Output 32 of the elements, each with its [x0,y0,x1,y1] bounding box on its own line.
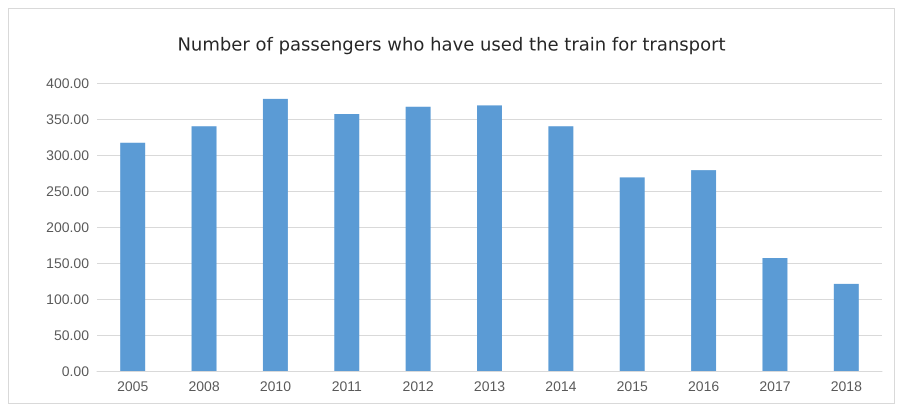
x-tick-label: 2016 [688,378,720,394]
y-tick-label: 50.00 [54,327,90,343]
bar [477,105,502,371]
bar [334,114,360,371]
x-tick-label: 2010 [260,378,292,394]
x-tick-label: 2015 [616,378,648,394]
y-tick-label: 200.00 [46,219,90,235]
x-tick-label: 2014 [545,378,577,394]
bar [548,126,574,371]
bar [120,142,146,371]
x-tick-label: 2005 [117,378,148,394]
x-tick-label: 2012 [402,378,434,394]
bar [762,258,788,371]
bar [834,284,859,371]
x-tick-label: 2018 [830,378,862,394]
x-tick-label: 2017 [759,378,791,394]
bar [691,170,716,371]
x-tick-label: 2008 [188,378,220,394]
y-tick-label: 250.00 [46,183,90,199]
y-tick-label: 400.00 [46,75,90,91]
bar [192,126,217,371]
x-tick-label: 2011 [332,378,362,394]
y-tick-label: 150.00 [46,255,90,271]
y-tick-label: 300.00 [46,147,90,163]
y-tick-label: 350.00 [46,111,90,127]
y-tick-label: 0.00 [62,363,90,379]
bar [620,177,645,371]
bar [262,98,288,371]
x-tick-label: 2013 [474,378,506,394]
y-tick-label: 100.00 [46,291,90,307]
bar [406,106,431,371]
chart-title: Number of passengers who have used the train for transport [177,34,726,56]
